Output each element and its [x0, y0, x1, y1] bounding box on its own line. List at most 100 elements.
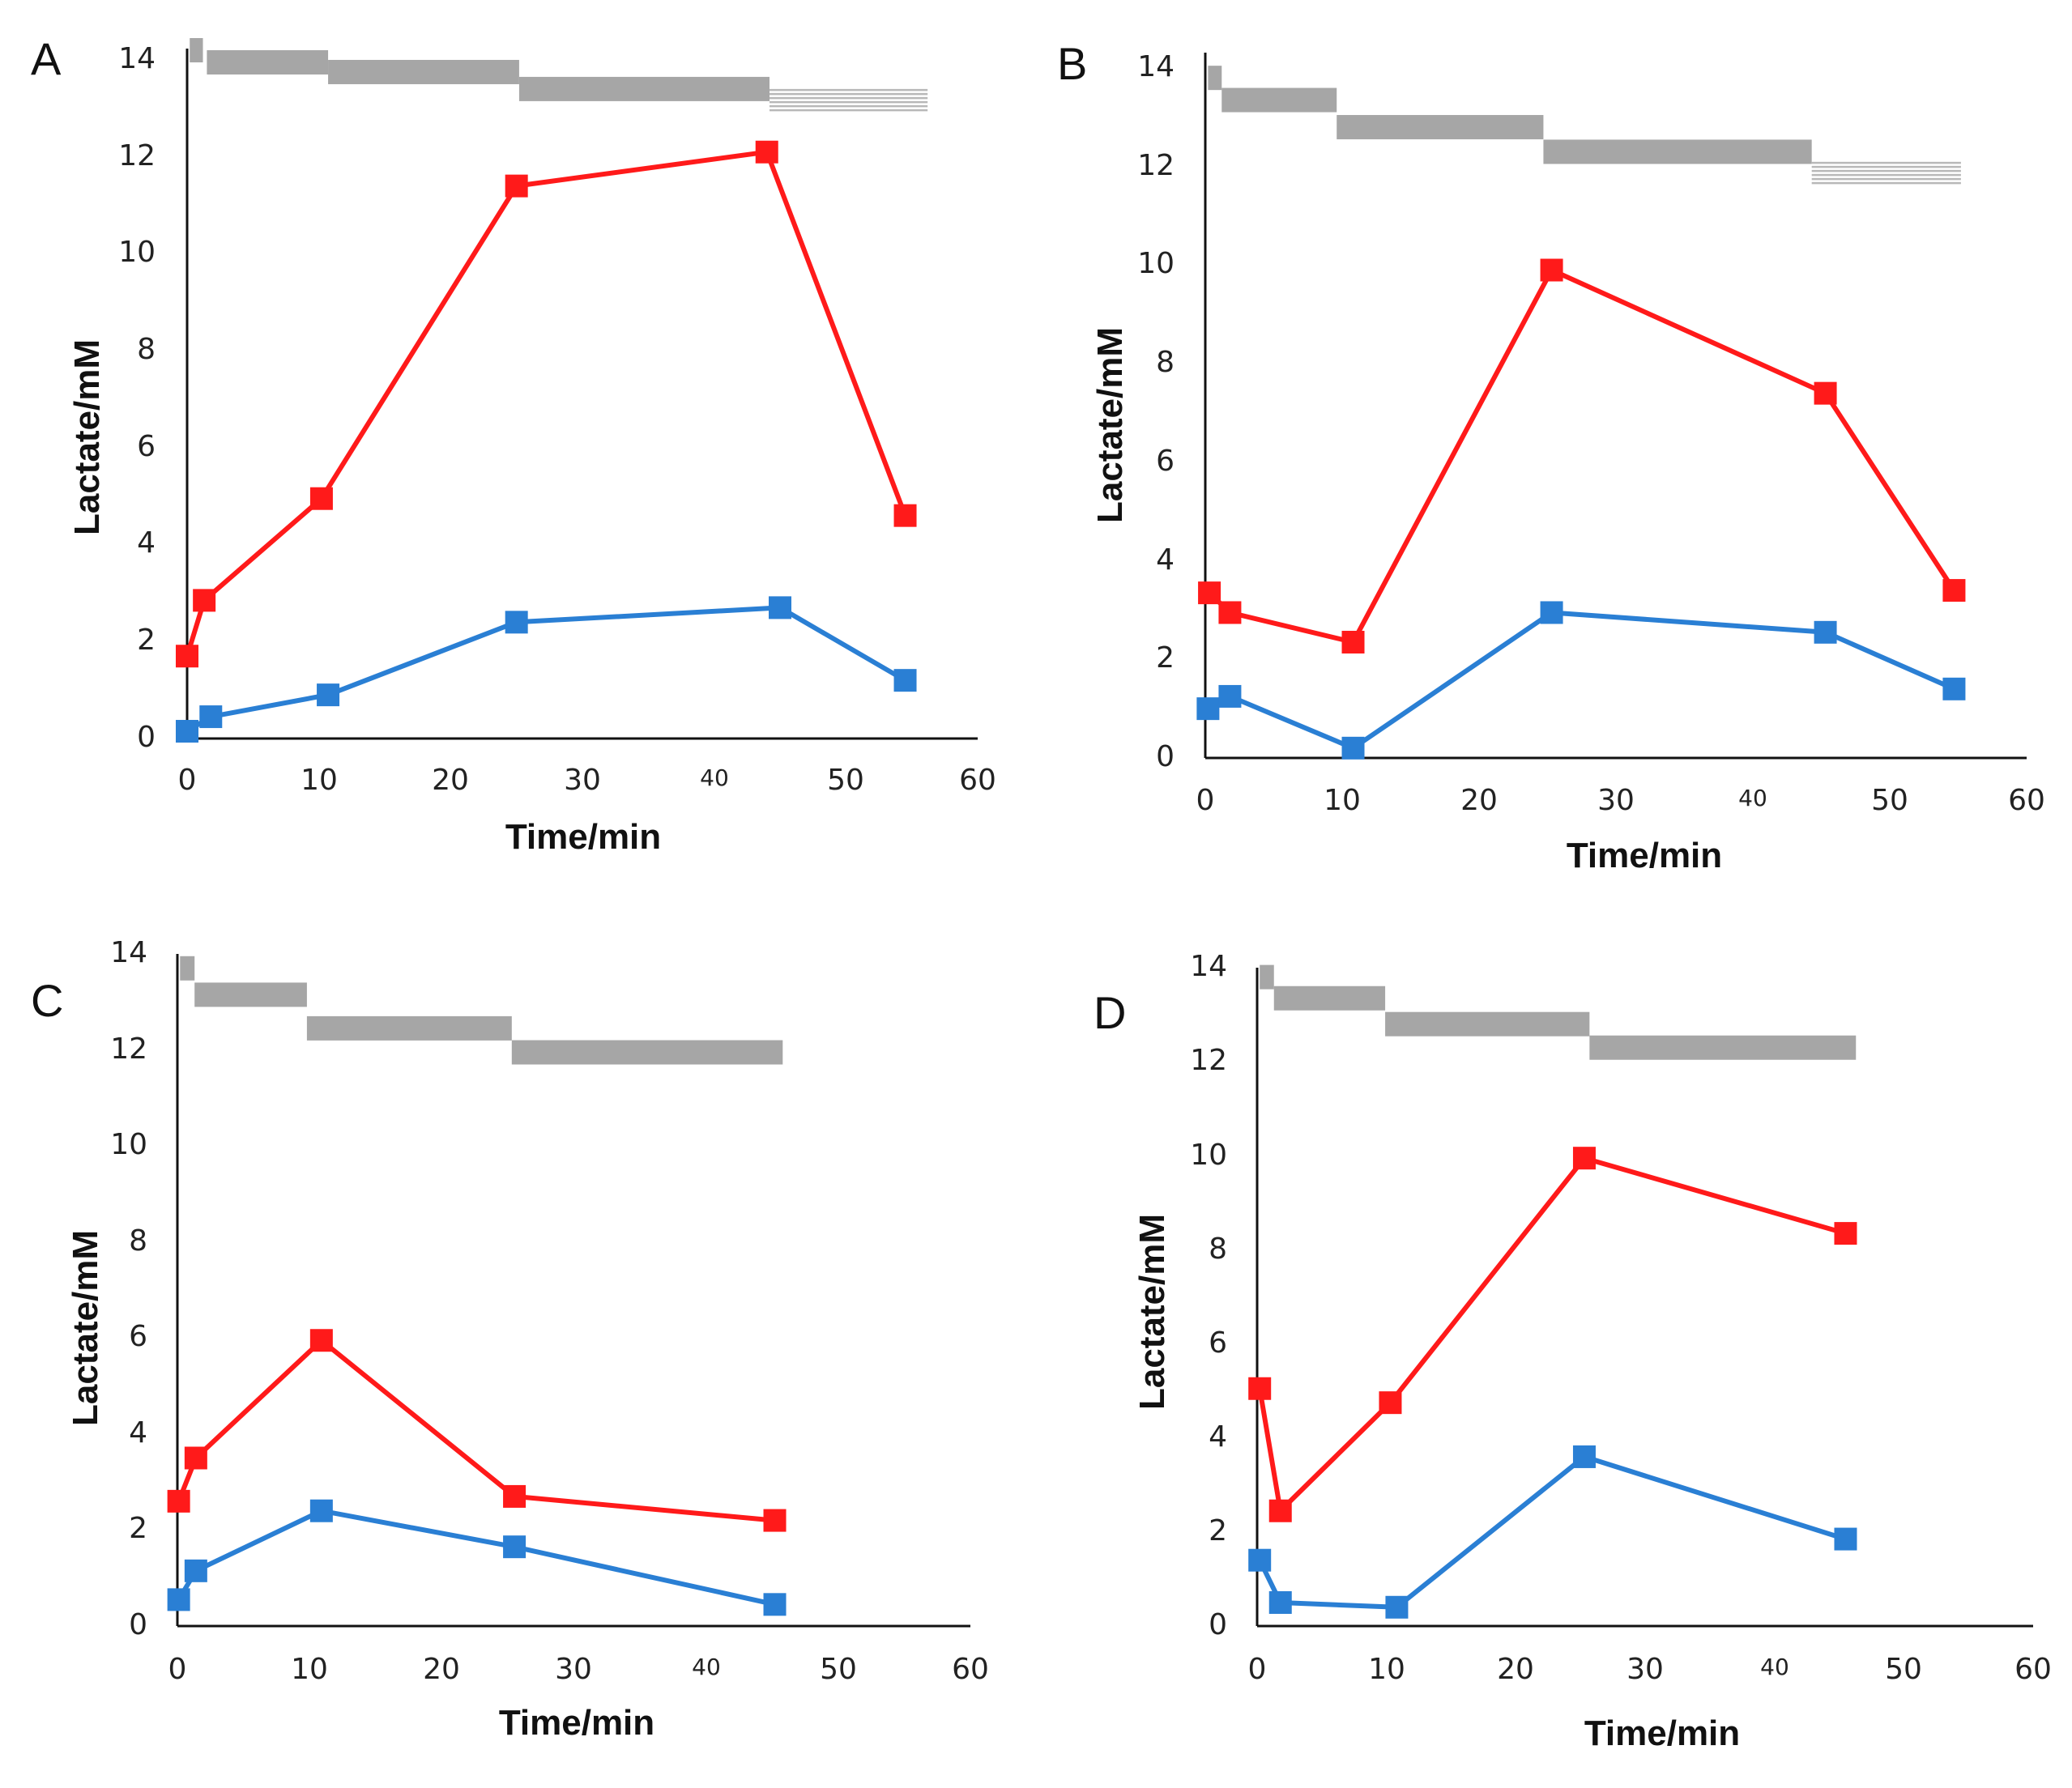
- x-tick-label: 0: [178, 764, 197, 797]
- step-bar-stripe: [1811, 173, 1961, 177]
- y-tick-labels: 0 2 4 6 8 10 12 14: [118, 42, 156, 754]
- data-point-red: [1379, 1391, 1402, 1415]
- step-bar: [306, 1015, 512, 1041]
- panel-c: C Lactate/mM Time/min 0 2 4 6 8 10 12 14…: [31, 936, 989, 1743]
- y-tick-label: 12: [118, 139, 156, 172]
- data-point-red: [184, 1446, 207, 1470]
- step-bar: [1543, 139, 1812, 164]
- step-bar: [190, 38, 203, 63]
- series-markers: [1248, 1147, 1857, 1619]
- data-point-red: [1268, 1499, 1292, 1522]
- series-lines: [1257, 1156, 1847, 1610]
- x-tick-labels: 0 10 20 30 40 50 60: [168, 1653, 989, 1686]
- data-point-red: [193, 589, 216, 612]
- data-point-blue: [1248, 1548, 1272, 1572]
- y-tick-label: 10: [110, 1128, 147, 1161]
- data-point-blue: [505, 611, 528, 634]
- panel-label: B: [1057, 38, 1087, 89]
- data-point-blue: [184, 1559, 207, 1582]
- y-tick-label: 10: [1137, 247, 1175, 280]
- x-tick-label: 10: [1368, 1653, 1405, 1686]
- data-point-blue: [503, 1535, 527, 1559]
- step-bar-stripe: [769, 100, 928, 104]
- y-tick-label: 6: [137, 430, 156, 463]
- step-bar: [1260, 964, 1274, 990]
- x-tick-label: 60: [2014, 1653, 2052, 1686]
- y-tick-label: 8: [1209, 1232, 1227, 1266]
- step-bar-striped: [769, 88, 928, 112]
- step-bar-stripe: [1811, 165, 1961, 168]
- data-point-red: [1248, 1377, 1272, 1400]
- x-tick-label: 10: [301, 764, 338, 797]
- step-bar: [518, 76, 770, 101]
- data-point-red: [505, 174, 528, 198]
- y-tick-label: 10: [1190, 1139, 1227, 1172]
- data-point-blue: [309, 1499, 333, 1522]
- step-bar-stripe: [1811, 181, 1961, 185]
- panel-label: C: [31, 975, 63, 1026]
- step-bar-stripe: [1811, 161, 1961, 164]
- data-point-red: [1198, 581, 1221, 605]
- data-point-red: [1540, 258, 1563, 282]
- x-tick-label: 0: [168, 1653, 187, 1686]
- step-bar: [328, 59, 519, 84]
- y-tick-label: 2: [137, 624, 156, 657]
- data-point-blue: [769, 596, 791, 619]
- data-point-red: [1942, 579, 1966, 602]
- step-bar: [207, 49, 329, 74]
- step-bar: [1589, 1035, 1857, 1060]
- data-point-red: [1572, 1147, 1596, 1170]
- y-tick-label: 8: [137, 333, 156, 366]
- data-point-blue: [1218, 684, 1242, 708]
- step-bar-stripe: [769, 96, 928, 100]
- series-line-blue: [1257, 1454, 1847, 1610]
- x-tick-label: 30: [555, 1653, 592, 1686]
- step-bar: [1273, 986, 1386, 1011]
- series-line-red: [176, 1338, 775, 1523]
- step-bar: [180, 956, 195, 981]
- y-tick-label: 8: [1156, 346, 1175, 379]
- x-tick-label: 10: [291, 1653, 328, 1686]
- series-markers: [167, 1329, 787, 1616]
- y-tick-label: 10: [118, 236, 156, 269]
- y-tick-label: 12: [1137, 149, 1175, 182]
- x-tick-label: 30: [1597, 784, 1635, 817]
- series-line-blue: [185, 605, 907, 734]
- y-tick-label: 2: [1209, 1514, 1227, 1547]
- panel-b: B Lactate/mM Time/min 0 2 4 6 8 10 12 14…: [1057, 38, 2045, 875]
- x-tick-label: 50: [827, 764, 864, 797]
- step-bar-stripe: [769, 88, 928, 92]
- series-line-red: [185, 149, 908, 658]
- step-bar-stripe: [769, 92, 928, 96]
- y-tick-label: 0: [1156, 740, 1175, 773]
- y-tick-label: 0: [1209, 1608, 1227, 1641]
- y-tick-label: 14: [110, 936, 147, 969]
- step-bar: [194, 982, 307, 1007]
- data-point-red: [167, 1489, 190, 1513]
- x-tick-label: 60: [959, 764, 996, 797]
- y-tick-label: 4: [129, 1416, 147, 1450]
- data-point-red: [503, 1484, 527, 1508]
- y-tick-label: 6: [1156, 445, 1175, 478]
- series-line-red: [1257, 1156, 1847, 1513]
- y-tick-label: 0: [129, 1608, 147, 1641]
- x-tick-label: 30: [1626, 1653, 1664, 1686]
- data-point-blue: [1196, 697, 1220, 721]
- data-point-blue: [1814, 620, 1837, 644]
- y-axis-label: Lactate/mM: [66, 1230, 105, 1426]
- series-markers: [1196, 258, 1966, 760]
- series-lines: [1206, 267, 1956, 751]
- data-point-blue: [893, 669, 917, 692]
- step-bar-stripe: [1811, 177, 1961, 181]
- data-point-red: [1341, 630, 1365, 653]
- x-axis-label: Time/min: [499, 1703, 654, 1743]
- y-tick-label: 4: [1156, 543, 1175, 577]
- x-tick-label: 20: [1460, 784, 1498, 817]
- series-line-blue: [177, 1508, 776, 1607]
- y-tick-label: 6: [129, 1320, 147, 1353]
- step-bar: [1337, 115, 1544, 140]
- data-point-red: [763, 1509, 787, 1532]
- x-tick-label: 40: [1760, 1654, 1789, 1680]
- x-tick-label: 60: [2008, 784, 2045, 817]
